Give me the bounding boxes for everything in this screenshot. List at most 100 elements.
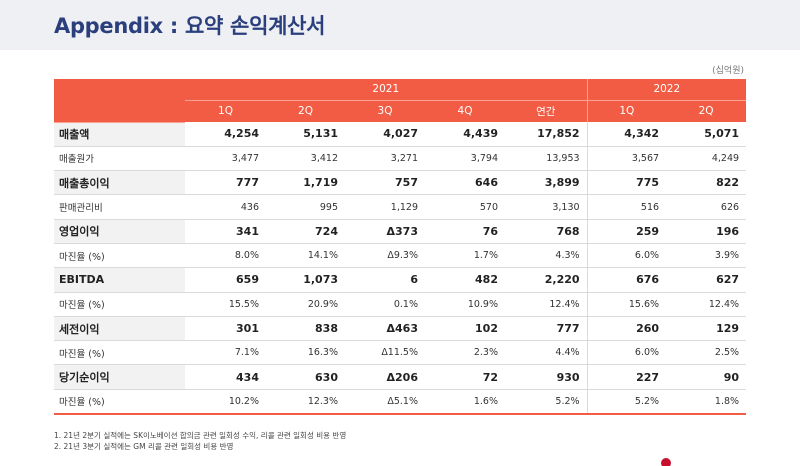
footnote: 2. 21년 3분기 실적에는 GM 리콜 관련 일회성 비용 반영 — [54, 442, 234, 451]
column-header: 4Q — [425, 100, 505, 122]
table-cell: 646 — [425, 170, 505, 196]
label-column-header — [54, 79, 185, 123]
page-title: Appendix : 요약 손익계산서 — [54, 14, 326, 38]
row-label: 영업이익 — [54, 219, 185, 244]
row-label: 당기순이익 — [54, 364, 185, 390]
row-label: 마진율 (%) — [54, 292, 185, 317]
table-cell: 196 — [666, 219, 747, 244]
table-cell: 17,852 — [505, 122, 588, 147]
table-cell: 16.3% — [266, 340, 345, 366]
row-label: 매출액 — [54, 122, 185, 147]
table-cell: 12.4% — [505, 292, 588, 317]
row-label: 매출원가 — [54, 146, 185, 172]
table-cell: 13,953 — [505, 146, 588, 172]
table-cell: 4,342 — [586, 122, 667, 147]
table-cell: 8.0% — [185, 243, 266, 269]
table-cell: 102 — [425, 316, 505, 342]
table-cell: Δ206 — [345, 364, 425, 390]
table-cell: 3,130 — [505, 194, 588, 220]
column-header: 2Q — [666, 100, 747, 122]
table-row: 마진율 (%) 7.1% 16.3% Δ11.5% 2.3% 4.4% 6.0% 2.5% — [54, 340, 747, 366]
table-cell: 10.2% — [185, 389, 266, 415]
table-cell: 676 — [586, 267, 667, 293]
column-header: 1Q — [185, 100, 266, 122]
table-cell: 72 — [425, 364, 505, 390]
table-cell: 3,271 — [345, 146, 425, 172]
column-header: 1Q — [586, 100, 667, 122]
table-cell: 15.5% — [185, 292, 266, 317]
table-cell: 6 — [345, 267, 425, 293]
table-cell: 1,073 — [266, 267, 345, 293]
table-cell: Δ463 — [345, 316, 425, 342]
table-cell: 434 — [185, 364, 266, 390]
table-cell: 259 — [586, 219, 667, 244]
table-cell: Δ11.5% — [345, 340, 425, 366]
table-cell: 822 — [666, 170, 747, 196]
row-label: 마진율 (%) — [54, 340, 185, 366]
table-cell: 15.6% — [586, 292, 667, 317]
table-cell: 260 — [586, 316, 667, 342]
table-cell: 90 — [666, 364, 747, 390]
table-cell: 4,027 — [345, 122, 425, 147]
table-row: 매출원가 3,477 3,412 3,271 3,794 13,953 3,567 4,249 — [54, 146, 747, 172]
row-label: 세전이익 — [54, 316, 185, 342]
table-cell: 630 — [266, 364, 345, 390]
table-cell: 3,567 — [586, 146, 667, 172]
table-cell: 777 — [505, 316, 588, 342]
table-cell: 768 — [505, 219, 588, 244]
table-cell: 930 — [505, 364, 588, 390]
table-cell: Δ5.1% — [345, 389, 425, 415]
row-label: EBITDA — [54, 267, 185, 293]
table-cell: 10.9% — [425, 292, 505, 317]
table-cell: 5.2% — [586, 389, 667, 415]
table-cell: 1.8% — [666, 389, 747, 415]
quarter-header-row: 1Q 2Q 3Q 4Q 연간 1Q 2Q — [54, 100, 747, 122]
row-label: 판매관리비 — [54, 194, 185, 220]
table-cell: 3,412 — [266, 146, 345, 172]
table-cell: 5,131 — [266, 122, 345, 147]
table-cell: 1.6% — [425, 389, 505, 415]
table-cell: 5,071 — [666, 122, 747, 147]
table-row: 당기순이익 434 630 Δ206 72 930 227 90 — [54, 364, 747, 390]
table-row: 세전이익 301 838 Δ463 102 777 260 129 — [54, 316, 747, 342]
table-cell: 4.3% — [505, 243, 588, 269]
table-cell: 516 — [586, 194, 667, 220]
table-cell: 12.4% — [666, 292, 747, 317]
table-cell: 4.4% — [505, 340, 588, 366]
table-cell: 570 — [425, 194, 505, 220]
table-cell: 4,254 — [185, 122, 266, 147]
footnote: 1. 21년 2분기 실적에는 SK이노베이션 합의금 관련 일회성 수익, 리… — [54, 431, 347, 440]
table-cell: 3,899 — [505, 170, 588, 196]
table-cell: 1.7% — [425, 243, 505, 269]
table-row: 영업이익 341 724 Δ373 76 768 259 196 — [54, 219, 747, 244]
table-cell: 227 — [586, 364, 667, 390]
income-statement-table: 2021 2022 1Q 2Q 3Q 4Q 연간 1Q 2Q 매출액 4,254 5… — [54, 79, 747, 415]
table-cell: 0.1% — [345, 292, 425, 317]
table-row: 판매관리비 436 995 1,129 570 3,130 516 626 — [54, 194, 747, 220]
row-label: 매출총이익 — [54, 170, 185, 196]
table-cell: 626 — [666, 194, 747, 220]
row-label: 마진율 (%) — [54, 389, 185, 415]
table-cell: 14.1% — [266, 243, 345, 269]
table-cell: Δ9.3% — [345, 243, 425, 269]
column-header: 연간 — [505, 100, 588, 122]
table-cell: 2,220 — [505, 267, 588, 293]
table-row: EBITDA 659 1,073 6 482 2,220 676 627 — [54, 267, 747, 293]
footnotes: 1. 21년 2분기 실적에는 SK이노베이션 합의금 관련 일회성 수익, 리… — [54, 430, 346, 452]
table-cell: 76 — [425, 219, 505, 244]
table-cell: 129 — [666, 316, 747, 342]
table-cell: 301 — [185, 316, 266, 342]
column-header: 3Q — [345, 100, 425, 122]
row-label: 마진율 (%) — [54, 243, 185, 269]
table-cell: 20.9% — [266, 292, 345, 317]
year-header-row: 2021 2022 — [54, 79, 747, 123]
table-row: 매출총이익 777 1,719 757 646 3,899 775 822 — [54, 170, 747, 196]
table-cell: 341 — [185, 219, 266, 244]
table-cell: 436 — [185, 194, 266, 220]
table-cell: 2.3% — [425, 340, 505, 366]
table-cell: 1,719 — [266, 170, 345, 196]
table-cell: 627 — [666, 267, 747, 293]
table-cell: 12.3% — [266, 389, 345, 415]
table-body: 매출액 4,254 5,131 4,027 4,439 17,852 4,342 5,071 매… — [54, 122, 747, 415]
table-cell: 4,249 — [666, 146, 747, 172]
